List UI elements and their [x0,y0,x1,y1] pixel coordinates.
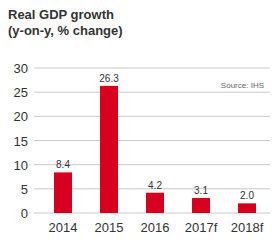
x-tick-label: 2017f [185,220,218,235]
grid-line [34,116,270,117]
y-tick-label: 0 [21,206,28,221]
y-tick-label: 10 [14,158,28,173]
x-tick-label: 2015 [95,220,124,235]
data-label: 2.0 [240,190,254,201]
x-tick-label: 2014 [49,220,78,235]
bar [54,172,72,213]
chart-svg: Real GDP growth(y-on-y, % change) 0 5 10 15 2… [0,0,272,240]
bars [54,86,256,213]
y-tick-label: 15 [14,134,28,149]
grid-line [34,92,270,93]
grid-line [34,140,270,141]
bar [100,86,118,213]
y-tick-label: 5 [21,182,28,197]
grid-line [34,68,270,69]
bar [192,198,210,213]
x-tick-label: 2016 [141,220,170,235]
y-tick-label: 20 [14,109,28,124]
y-tick-label: 25 [14,85,28,100]
data-label: 8.4 [56,159,70,170]
bar [146,193,164,213]
data-label: 26.3 [99,73,119,84]
grid [34,68,270,213]
source: Source: IHS [221,81,264,90]
data-label: 3.1 [194,185,208,196]
y-axis-line [34,68,35,213]
subtitle: (y-on-y, % change) [8,23,123,38]
bar [238,203,256,213]
y-tick-label: 30 [14,61,28,76]
title: Real GDP growth [8,7,114,22]
chart-root: Real GDP growth(y-on-y, % change) 0 5 10 15 2… [0,0,272,240]
x-tick-label: 2018f [231,220,264,235]
data-label: 4.2 [148,180,162,191]
